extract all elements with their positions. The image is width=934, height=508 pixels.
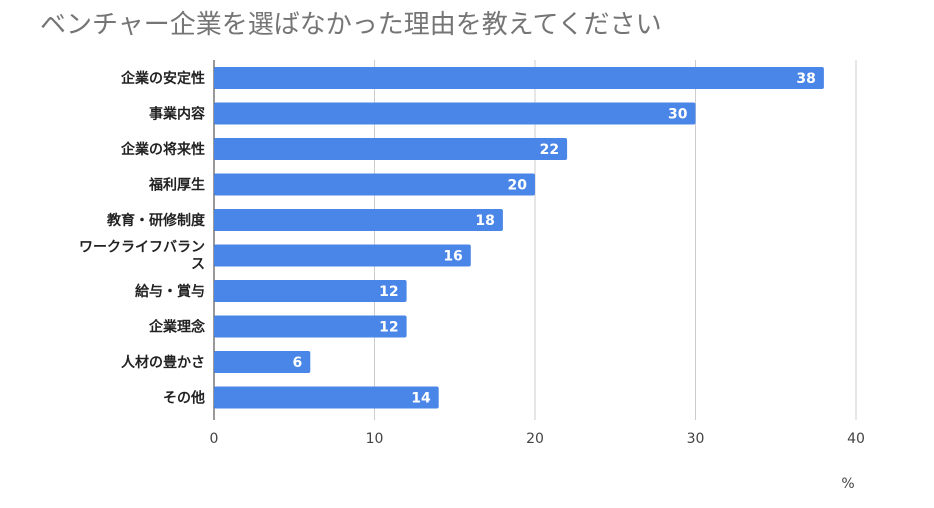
bars: 38 30 22 20 18 16 12 12 6 14: [214, 67, 824, 409]
bar-value-label: 38: [796, 71, 815, 87]
category-label: その他: [163, 390, 205, 407]
x-tick-label: 10: [366, 431, 384, 447]
category-label: ワークライフバランス: [79, 240, 205, 273]
bar: [214, 386, 439, 409]
category-label: 人材の豊かさ: [121, 354, 205, 371]
category-label: 事業内容: [149, 106, 205, 123]
x-tick-label: 30: [687, 431, 705, 447]
bar-value-label: 30: [668, 107, 688, 123]
bar: [214, 209, 503, 231]
bar-value-label: 18: [475, 213, 494, 229]
bar: [214, 244, 471, 267]
bar-value-label: 14: [411, 391, 431, 407]
bar-value-label: 12: [379, 320, 398, 336]
category-label: 企業の安定性: [120, 70, 205, 87]
category-label: 企業理念: [148, 319, 206, 336]
chart-title: ベンチャー企業を選ばなかった理由を教えてください: [40, 10, 662, 40]
bar: [214, 102, 696, 125]
bar: [214, 280, 407, 302]
category-label: 福利厚生: [148, 177, 205, 194]
bar: [214, 138, 568, 160]
bar-value-label: 6: [293, 355, 303, 371]
category-label: 教育・研修制度: [107, 212, 206, 229]
x-axis-unit-label: %: [841, 476, 854, 492]
x-tick-label: 20: [526, 431, 544, 447]
bar: [214, 315, 407, 338]
category-label: 企業の将来性: [120, 141, 205, 158]
bar: [214, 173, 535, 196]
bar-value-label: 16: [443, 249, 462, 265]
x-axis-ticks: 0 10 20 30 40: [210, 431, 865, 447]
category-labels: 企業の安定性事業内容企業の将来性福利厚生教育・研修制度ワークライフバランス給与・…: [79, 70, 206, 407]
bar-value-label: 22: [540, 142, 559, 158]
bar: [214, 67, 824, 89]
bar-value-label: 20: [508, 178, 528, 194]
category-label: 給与・賞与: [135, 283, 205, 300]
bar: [214, 351, 311, 373]
x-tick-label: 0: [210, 431, 219, 447]
bar-value-label: 12: [379, 284, 398, 300]
x-tick-label: 40: [847, 431, 865, 447]
